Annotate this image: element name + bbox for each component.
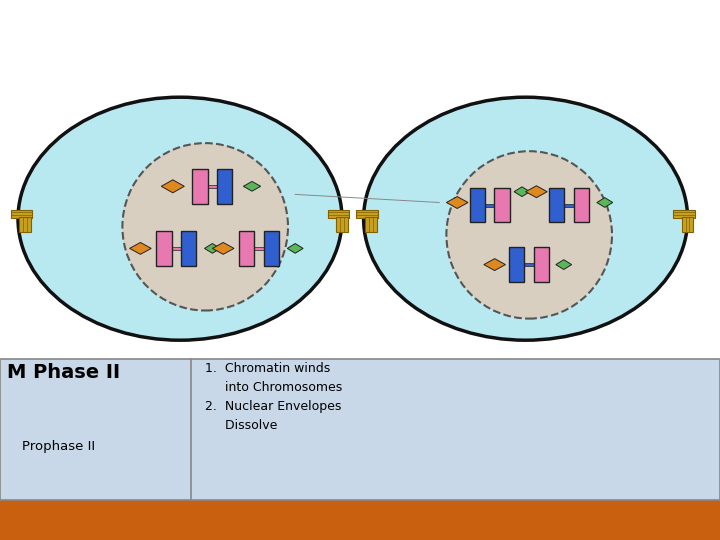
Circle shape — [364, 97, 688, 340]
Polygon shape — [514, 187, 530, 197]
Bar — [0, 500, 720, 540]
Polygon shape — [509, 247, 524, 282]
Polygon shape — [195, 185, 230, 188]
Polygon shape — [264, 231, 279, 266]
Polygon shape — [556, 260, 572, 269]
Polygon shape — [204, 244, 220, 253]
Polygon shape — [161, 180, 184, 193]
Text: Prophase II: Prophase II — [22, 440, 95, 453]
Polygon shape — [181, 231, 197, 266]
Polygon shape — [682, 217, 693, 232]
Polygon shape — [673, 210, 695, 218]
Text: 1.  Chromatin winds
     into Chromosomes
2.  Nuclear Envelopes
     Dissolve: 1. Chromatin winds into Chromosomes 2. N… — [205, 362, 343, 432]
Bar — [0, 359, 720, 500]
Polygon shape — [495, 188, 510, 222]
Polygon shape — [212, 242, 234, 254]
Polygon shape — [287, 244, 303, 253]
Polygon shape — [526, 186, 547, 198]
Polygon shape — [242, 247, 276, 250]
Polygon shape — [356, 210, 378, 218]
Polygon shape — [549, 188, 564, 222]
Polygon shape — [574, 188, 589, 222]
Polygon shape — [192, 169, 207, 204]
Polygon shape — [11, 210, 32, 218]
Circle shape — [18, 97, 342, 340]
Polygon shape — [472, 204, 507, 207]
Polygon shape — [156, 231, 171, 266]
Ellipse shape — [446, 151, 612, 319]
Ellipse shape — [122, 143, 288, 310]
Polygon shape — [469, 188, 485, 222]
Polygon shape — [328, 210, 349, 218]
Polygon shape — [336, 217, 348, 232]
Polygon shape — [484, 259, 505, 271]
Polygon shape — [19, 217, 31, 232]
Polygon shape — [243, 181, 261, 191]
Polygon shape — [217, 169, 233, 204]
Polygon shape — [446, 197, 468, 208]
Polygon shape — [239, 231, 254, 266]
Polygon shape — [534, 247, 549, 282]
Polygon shape — [130, 242, 151, 254]
Polygon shape — [365, 217, 377, 232]
Polygon shape — [552, 204, 586, 207]
Polygon shape — [597, 198, 613, 207]
Polygon shape — [512, 263, 546, 266]
Polygon shape — [159, 247, 194, 250]
Text: M Phase II: M Phase II — [7, 363, 120, 382]
